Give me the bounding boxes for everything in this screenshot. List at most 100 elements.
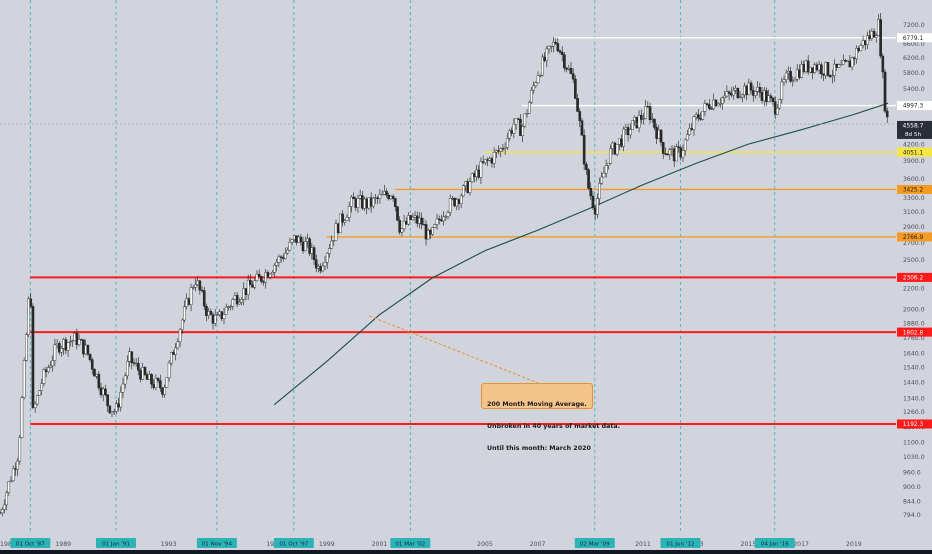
- candle-body: [716, 103, 720, 107]
- candle-body: [532, 85, 535, 91]
- candle-body: [413, 215, 417, 218]
- price-tick-label: 900.0: [903, 484, 921, 491]
- candle-body: [110, 411, 114, 414]
- candle-body: [473, 173, 476, 178]
- candle-body: [240, 299, 243, 303]
- candle-body: [112, 410, 116, 413]
- candle-body: [743, 85, 746, 96]
- event-date-label: 01 Oct '97: [279, 542, 308, 548]
- candle-body: [325, 253, 329, 263]
- candle-body: [53, 344, 57, 361]
- candle-body: [457, 199, 461, 204]
- candle-body: [169, 352, 173, 364]
- candle-body: [393, 198, 397, 207]
- candle-body: [260, 276, 263, 282]
- price-tick-label: 5800.0: [903, 70, 925, 77]
- candle-body: [525, 113, 529, 115]
- level-price-label: 4051.1: [903, 150, 924, 156]
- candle-body: [218, 311, 221, 316]
- candle-body: [611, 142, 615, 149]
- candle-body: [767, 95, 770, 102]
- candle-body: [51, 360, 55, 367]
- candle-body: [694, 114, 698, 117]
- candle-body: [418, 217, 421, 224]
- price-tick-label: 7200.0: [903, 22, 925, 29]
- candle-body: [479, 161, 483, 178]
- candle-body: [372, 197, 375, 207]
- candle-body: [495, 150, 498, 153]
- candle-body: [358, 195, 362, 199]
- candle-body: [446, 212, 450, 217]
- annotation-line-1: 200 Month Moving Average.: [487, 400, 587, 408]
- candle-body: [242, 288, 246, 300]
- year-tick-label: 2015: [741, 541, 757, 548]
- candle-body: [721, 97, 724, 104]
- candle-body: [121, 383, 125, 393]
- event-date-tag: [196, 538, 237, 548]
- candle-body: [681, 150, 685, 158]
- candle-body: [699, 118, 702, 120]
- candle-body: [156, 378, 160, 381]
- candle-body: [800, 64, 803, 78]
- candle-body: [117, 403, 120, 408]
- price-tick-label: 2000.0: [903, 307, 925, 314]
- candle-body: [591, 195, 595, 208]
- candle-body: [837, 64, 841, 68]
- candle-body: [877, 19, 880, 36]
- candle-body: [806, 60, 810, 73]
- candle-body: [314, 259, 318, 269]
- candle-body: [672, 148, 676, 162]
- candle-body: [738, 96, 742, 99]
- candle-body: [881, 55, 885, 73]
- moving-average-line: [273, 102, 889, 406]
- candle-body: [391, 195, 395, 199]
- candle-body: [732, 90, 735, 96]
- candle-body: [174, 347, 177, 355]
- candle-body: [740, 94, 744, 98]
- candle-body: [88, 353, 92, 360]
- price-tick-label: 2700.0: [903, 240, 925, 247]
- candle-body: [576, 98, 579, 112]
- candle-body: [771, 97, 775, 102]
- candle-body: [352, 196, 355, 199]
- candle-body: [593, 207, 597, 215]
- price-tick-label: 1100.0: [903, 439, 925, 446]
- candle-body: [435, 218, 439, 225]
- candle-body: [284, 252, 287, 259]
- price-tick-label: 3300.0: [903, 195, 925, 202]
- candle-body: [727, 91, 731, 94]
- candle-body: [712, 99, 716, 109]
- candle-body: [75, 333, 79, 345]
- candle-body: [90, 359, 94, 370]
- candle-body: [77, 339, 81, 345]
- candle-body: [468, 181, 472, 193]
- candle-body: [760, 92, 764, 101]
- candle-body: [549, 45, 553, 48]
- candle-body: [429, 230, 432, 235]
- candle-body: [262, 281, 265, 283]
- level-price-label: 2306.2: [903, 276, 924, 282]
- candle-body: [670, 148, 674, 150]
- level-price-tag: [897, 272, 932, 282]
- candle-body: [486, 159, 489, 161]
- candle-body: [560, 51, 564, 55]
- candle-body: [607, 163, 610, 166]
- candle-body: [503, 147, 507, 149]
- year-tick-label: 2005: [477, 541, 493, 548]
- candle-body: [246, 279, 250, 295]
- candle-body: [870, 31, 874, 39]
- candle-body: [723, 95, 727, 98]
- candle-body: [119, 392, 123, 408]
- event-date-tag: [10, 538, 51, 548]
- candle-body: [639, 114, 643, 120]
- candle-body: [497, 150, 500, 152]
- candle-body: [793, 79, 797, 82]
- candle-body: [596, 198, 599, 215]
- candle-body: [569, 68, 573, 74]
- candle-body: [791, 80, 795, 82]
- candle-body: [852, 57, 856, 60]
- candle-body: [734, 87, 737, 91]
- candle-body: [780, 81, 784, 100]
- candle-body: [361, 195, 364, 209]
- candle-body: [466, 181, 470, 193]
